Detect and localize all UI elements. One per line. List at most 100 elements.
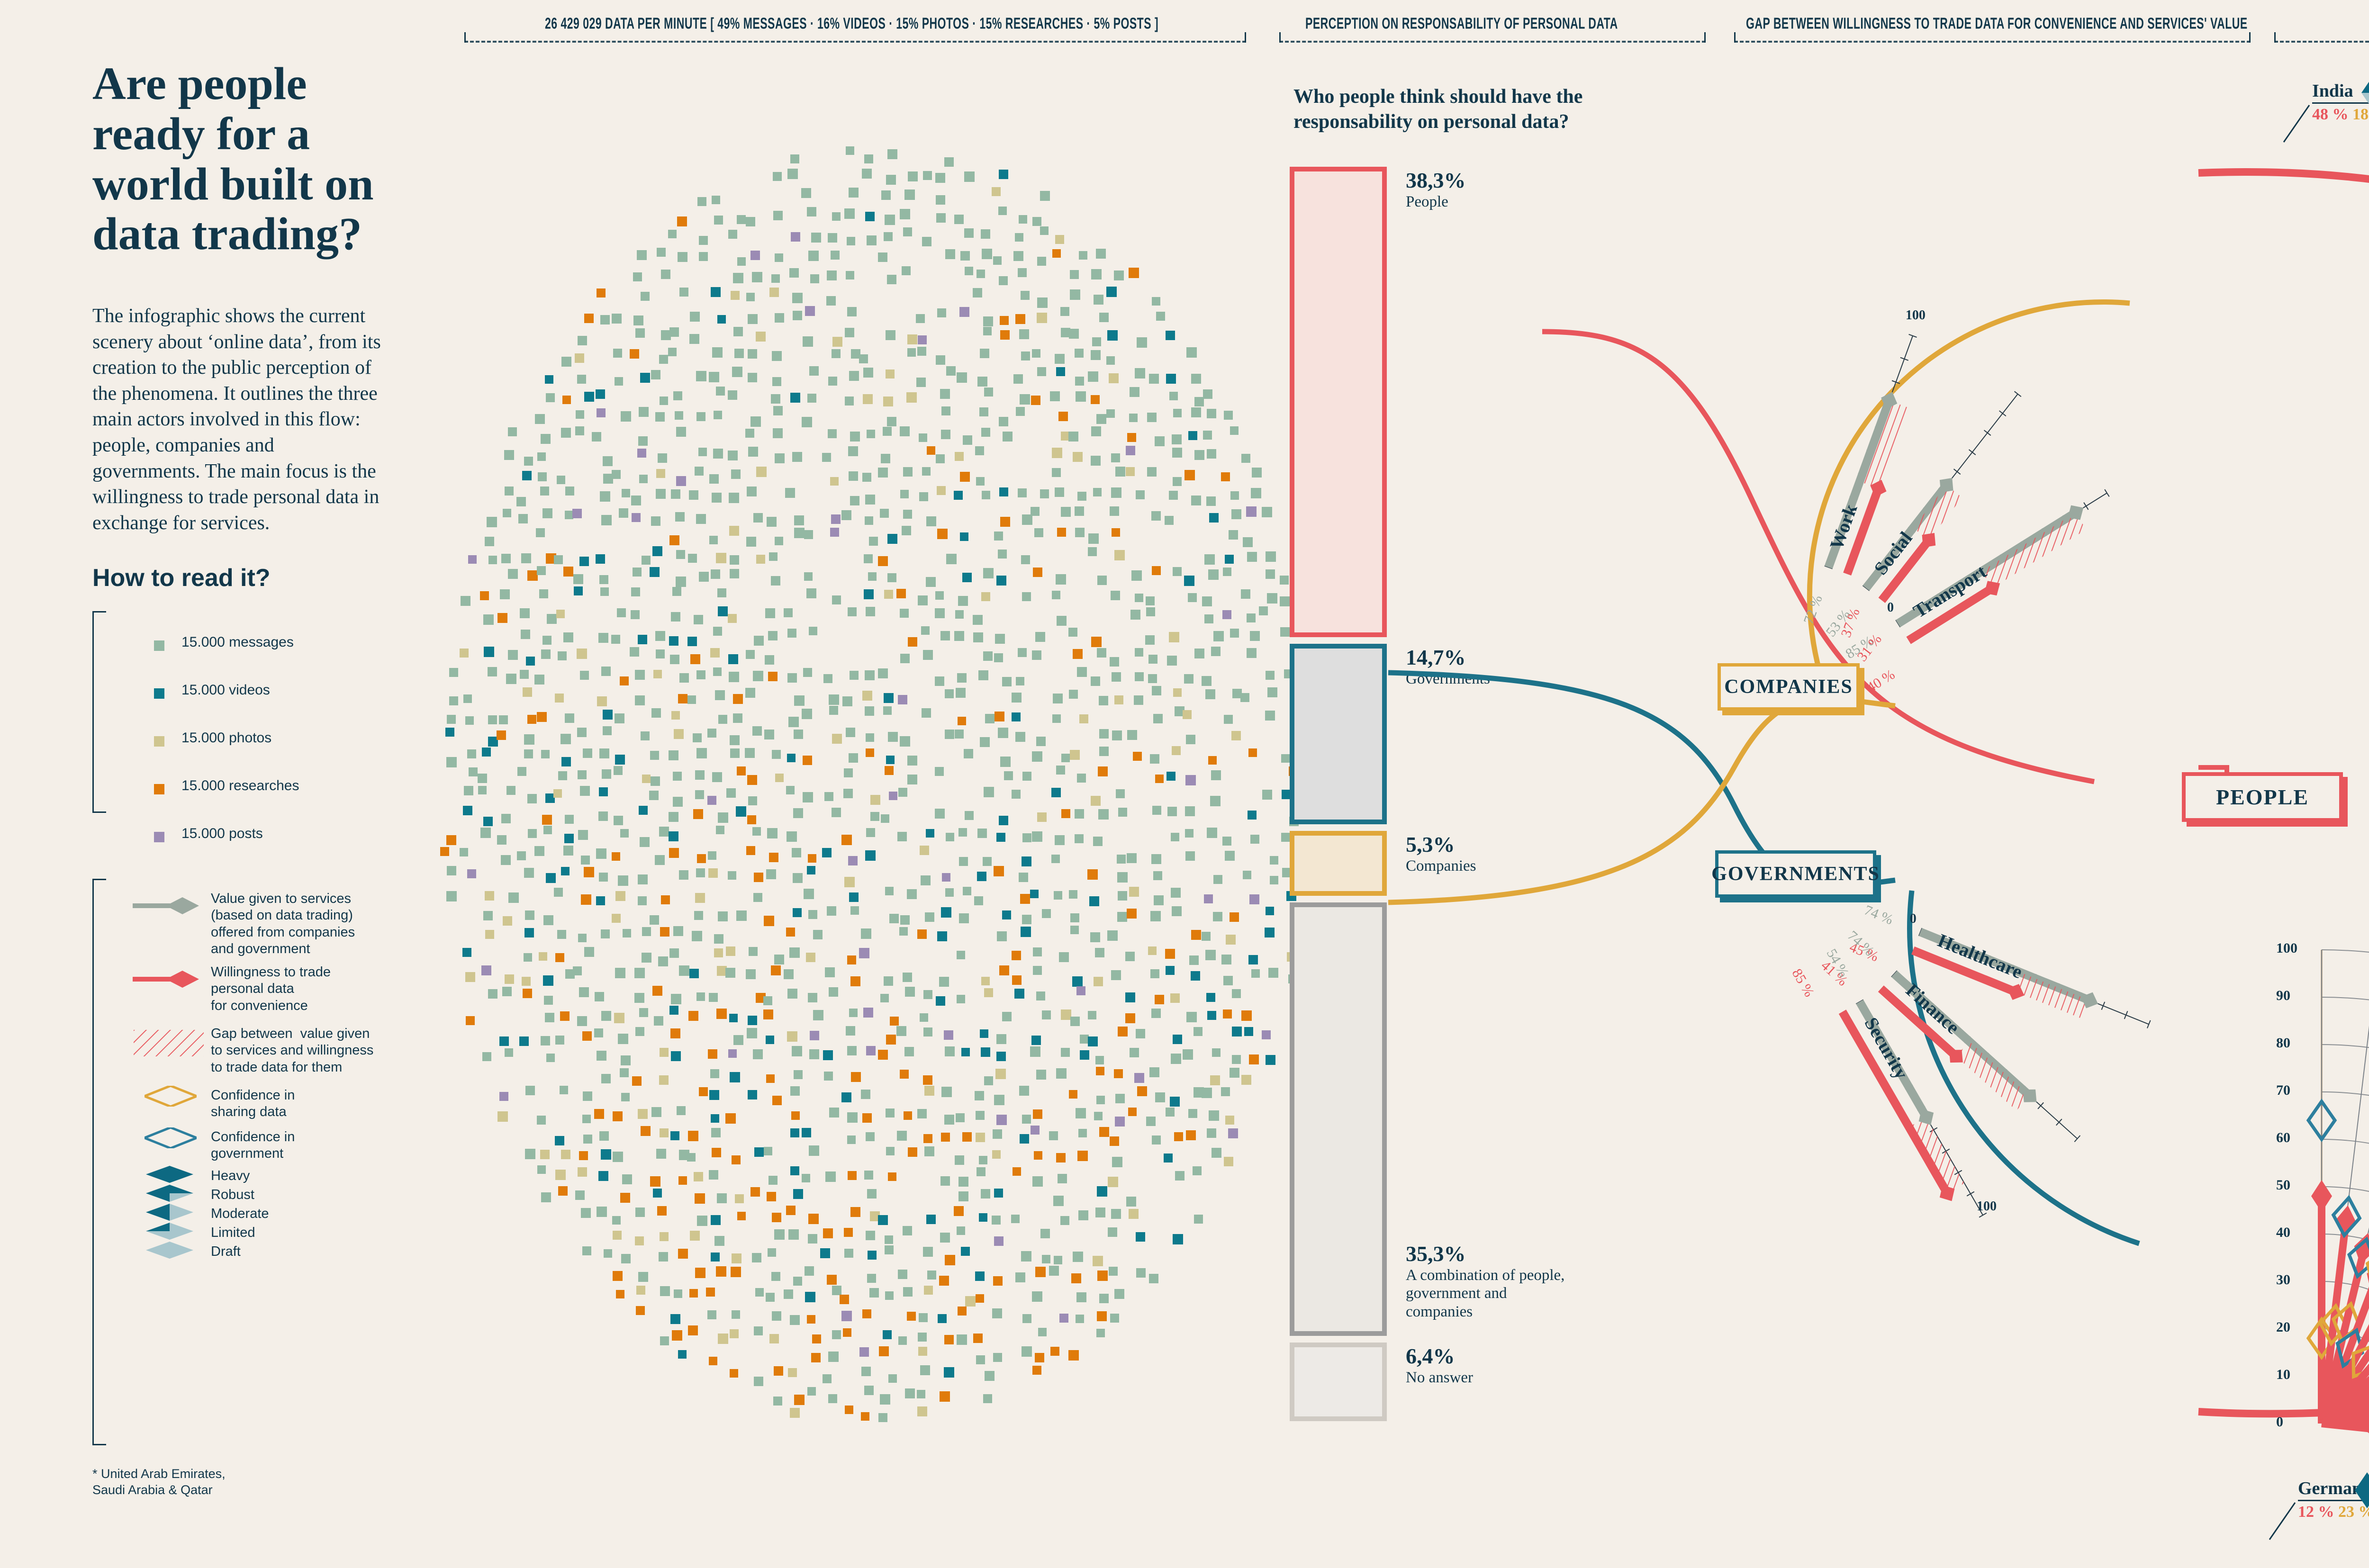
data-square — [597, 408, 606, 417]
node-companies[interactable]: COMPANIES — [1718, 663, 1860, 711]
data-square — [580, 671, 589, 680]
country-rule — [2312, 102, 2369, 104]
data-square — [697, 197, 706, 206]
data-square — [907, 348, 916, 357]
data-square — [1060, 307, 1069, 316]
data-square — [672, 587, 681, 596]
data-square — [449, 696, 458, 705]
data-square — [983, 327, 992, 335]
data-square — [557, 476, 565, 484]
data-square — [945, 689, 954, 698]
legend-square-label: 15.000 photos — [181, 730, 272, 746]
data-square — [671, 489, 680, 499]
legend-square-swatch — [154, 736, 164, 747]
header-tick — [1704, 32, 1706, 43]
legend-mark-glyph — [134, 1030, 204, 1059]
data-square — [887, 573, 896, 582]
data-square — [802, 709, 812, 719]
data-square — [633, 568, 642, 577]
data-square — [946, 366, 956, 376]
data-square — [1109, 373, 1119, 383]
data-square — [965, 267, 973, 275]
data-square — [640, 373, 650, 383]
data-square — [1186, 735, 1195, 744]
sector-spokes — [1824, 333, 2151, 1218]
data-square — [565, 511, 573, 519]
data-square — [1099, 747, 1109, 756]
node-governments[interactable]: GOVERNMENTS — [1711, 850, 1879, 898]
data-square — [694, 615, 703, 624]
data-square — [546, 553, 556, 564]
data-square — [1000, 757, 1011, 767]
data-square — [1032, 751, 1042, 762]
data-square — [561, 428, 571, 438]
data-square — [1112, 672, 1121, 682]
data-square — [655, 631, 665, 641]
data-square — [561, 734, 571, 744]
data-square — [1229, 530, 1238, 540]
data-square — [785, 488, 795, 498]
header-rule-2 — [1279, 41, 1706, 43]
data-square — [810, 274, 819, 283]
data-square — [1099, 313, 1109, 322]
data-square — [500, 589, 510, 599]
data-square — [699, 252, 708, 261]
data-square — [849, 753, 858, 763]
data-square — [1013, 251, 1023, 261]
data-square — [1262, 507, 1272, 517]
data-square — [862, 169, 872, 179]
data-square — [1012, 712, 1021, 721]
legend-mark-label: Confidence in sharing data — [211, 1088, 295, 1120]
data-square — [716, 553, 726, 563]
data-square — [678, 252, 687, 262]
country-label[interactable]: India 48 % 18 % 64 % — [2312, 81, 2369, 124]
data-square — [1088, 371, 1098, 382]
data-square — [558, 651, 567, 660]
data-square — [936, 195, 945, 205]
data-square — [1057, 528, 1066, 537]
data-square — [773, 428, 783, 438]
data-square — [1148, 655, 1157, 664]
data-square — [830, 477, 839, 486]
data-square — [1073, 649, 1083, 659]
data-square — [1098, 766, 1108, 776]
data-square — [1069, 329, 1079, 339]
data-square — [935, 591, 944, 600]
data-square — [1052, 714, 1061, 723]
data-square — [803, 668, 812, 677]
data-square — [1110, 506, 1119, 516]
data-square — [769, 552, 778, 561]
data-square — [561, 357, 571, 367]
data-square — [674, 729, 684, 739]
data-square — [730, 748, 740, 758]
data-square — [621, 411, 631, 422]
data-square — [615, 755, 625, 765]
data-square — [900, 654, 910, 663]
data-square — [918, 595, 928, 605]
data-square — [1037, 257, 1046, 266]
data-square — [756, 467, 767, 477]
data-square — [584, 314, 594, 323]
data-square — [673, 391, 682, 400]
data-square — [522, 471, 532, 480]
data-square — [1076, 391, 1086, 402]
data-square — [775, 453, 785, 463]
data-square — [748, 314, 758, 324]
data-square — [687, 637, 697, 646]
data-square — [516, 497, 526, 506]
data-square — [1225, 555, 1234, 564]
data-square — [483, 614, 494, 625]
data-square — [765, 608, 775, 618]
node-people[interactable]: PEOPLE — [2182, 772, 2343, 822]
data-square — [960, 532, 968, 541]
data-square — [650, 751, 659, 760]
data-square — [601, 667, 611, 676]
data-square — [445, 728, 454, 737]
data-square — [633, 315, 643, 325]
data-square — [1152, 686, 1161, 695]
data-square — [927, 446, 935, 455]
data-square — [737, 257, 746, 266]
data-square — [1184, 576, 1194, 586]
data-square — [1203, 389, 1212, 399]
data-square — [558, 771, 567, 780]
